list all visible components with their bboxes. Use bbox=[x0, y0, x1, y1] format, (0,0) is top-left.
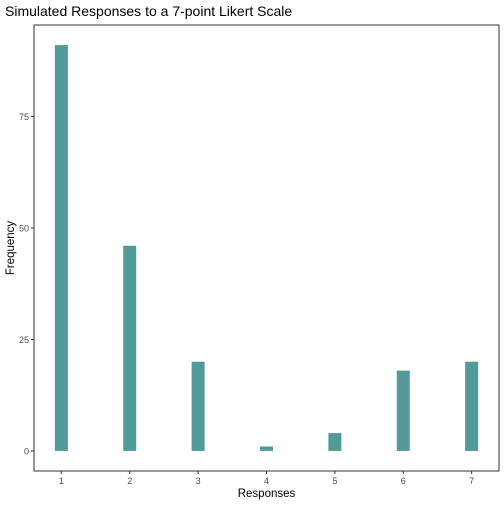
x-tick-label-5: 5 bbox=[332, 476, 337, 486]
bar-7 bbox=[465, 361, 479, 451]
bar-1 bbox=[54, 45, 68, 451]
bar-5 bbox=[328, 433, 342, 451]
bar-2 bbox=[123, 245, 137, 451]
y-tick-label-50: 50 bbox=[19, 223, 29, 233]
y-axis-label: Frequency bbox=[5, 221, 17, 276]
y-tick-label-75: 75 bbox=[19, 112, 29, 122]
y-tick-label-0: 0 bbox=[24, 446, 29, 456]
bar-4 bbox=[260, 446, 273, 451]
plot-area: 0 25 50 75 1 2 3 4 5 6 7 bbox=[19, 24, 500, 486]
bar-3 bbox=[191, 361, 205, 451]
x-tick-label-6: 6 bbox=[401, 476, 406, 486]
y-tick-label-25: 25 bbox=[19, 335, 29, 345]
x-tick-label-3: 3 bbox=[196, 476, 201, 486]
x-tick-label-4: 4 bbox=[264, 476, 269, 486]
x-axis-label: Responses bbox=[238, 488, 296, 500]
x-tick-label-7: 7 bbox=[469, 476, 474, 486]
panel-border bbox=[33, 24, 500, 472]
chart-title: Simulated Responses to a 7-point Likert … bbox=[5, 3, 292, 19]
bar-6 bbox=[396, 370, 410, 451]
x-tick-label-2: 2 bbox=[127, 476, 132, 486]
x-tick-label-1: 1 bbox=[59, 476, 64, 486]
